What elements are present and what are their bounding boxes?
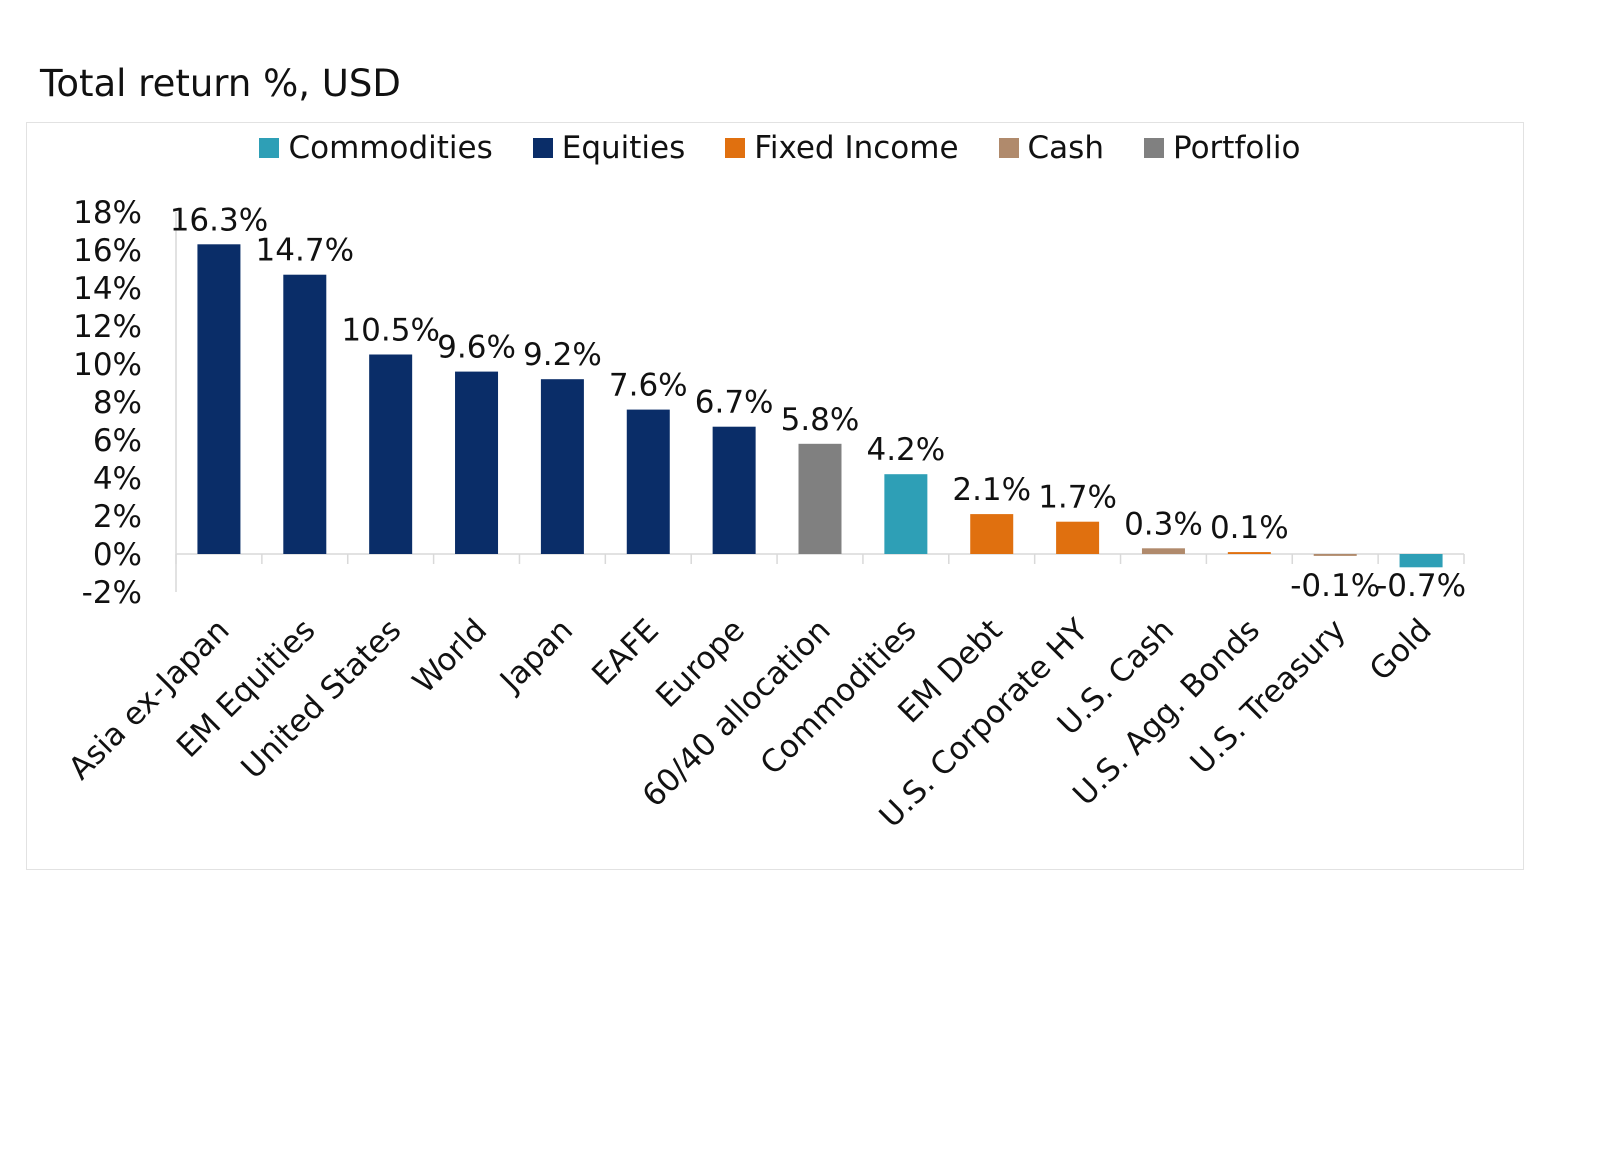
y-axis: 18%16%14%12%10%8%6%4%2%0%-2% [73,195,177,611]
bars [197,244,1443,568]
data-label: 10.5% [341,313,439,349]
data-label: 2.1% [952,472,1031,508]
bar-japan [540,379,584,554]
bar-u-s-corporate-hy [1056,521,1100,554]
bar-united-states [369,354,413,554]
chart-title: Total return %, USD [40,62,401,105]
data-label: 0.3% [1124,506,1203,542]
legend-swatch-fixed-income [725,138,746,158]
legend: Commodities Equities Fixed Income Cash P… [0,130,1560,166]
bar-commodities [884,474,928,554]
legend-label-commodities: Commodities [288,130,493,166]
x-tick-label: World [406,612,494,700]
data-label: 9.2% [523,337,602,373]
y-tick-label: -2% [82,575,142,611]
data-label: 7.6% [609,368,688,404]
y-tick-label: 4% [93,461,142,497]
bar-europe [712,426,756,554]
legend-label-cash: Cash [1027,130,1104,166]
x-axis [175,553,1465,564]
data-label: 4.2% [866,432,945,468]
bar-u-s-treasury [1313,554,1357,556]
x-tick-label: Japan [492,612,580,700]
bar-eafe [626,409,670,554]
data-label: 5.8% [781,402,860,438]
y-tick-label: 10% [73,347,142,383]
legend-label-portfolio: Portfolio [1172,130,1301,166]
data-label: 9.6% [437,330,516,366]
y-tick-label: 6% [93,423,142,459]
y-tick-label: 14% [73,271,142,307]
bar-gold [1399,554,1443,568]
data-label: 6.7% [695,385,774,421]
y-tick-label: 0% [93,537,142,573]
data-label: 14.7% [256,233,354,269]
y-tick-label: 16% [73,233,142,269]
bar-u-s-cash [1141,548,1185,554]
bar-em-equities [283,274,327,554]
bar-60-40-allocation [798,443,842,554]
data-label: -0.1% [1290,568,1380,604]
data-label: -0.7% [1376,568,1466,604]
data-label: 16.3% [170,202,268,238]
data-label: 0.1% [1210,510,1289,546]
legend-item-fixed-income: Fixed Income [725,130,959,166]
data-label: 1.7% [1038,480,1117,516]
bar-world [455,371,499,554]
legend-label-equities: Equities [561,130,686,166]
legend-label-fixed-income: Fixed Income [754,130,959,166]
y-tick-label: 18% [73,195,142,231]
y-tick-label: 8% [93,385,142,421]
x-tick-label: Gold [1363,612,1439,688]
legend-swatch-portfolio [1143,138,1164,158]
y-tick-label: 2% [93,499,142,535]
legend-item-portfolio: Portfolio [1143,130,1301,166]
legend-swatch-commodities [259,138,280,158]
legend-item-commodities: Commodities [259,130,493,166]
legend-item-cash: Cash [998,130,1104,166]
chart-frame [26,122,1524,870]
x-tick-label: U.S. Treasury [1184,612,1353,781]
bar-u-s-agg-bonds [1227,552,1271,554]
x-tick-label: EAFE [585,612,666,693]
y-tick-label: 12% [73,309,142,345]
legend-item-equities: Equities [532,130,686,166]
bar-asia-ex-japan [197,244,241,555]
legend-swatch-cash [998,138,1019,158]
bar-em-debt [970,514,1014,554]
value-labels: 16.3%14.7% 10.5%9.6% 9.2%7.6% 6.7% 5.8%4.2%2… [170,202,1466,604]
legend-swatch-equities [532,138,553,158]
